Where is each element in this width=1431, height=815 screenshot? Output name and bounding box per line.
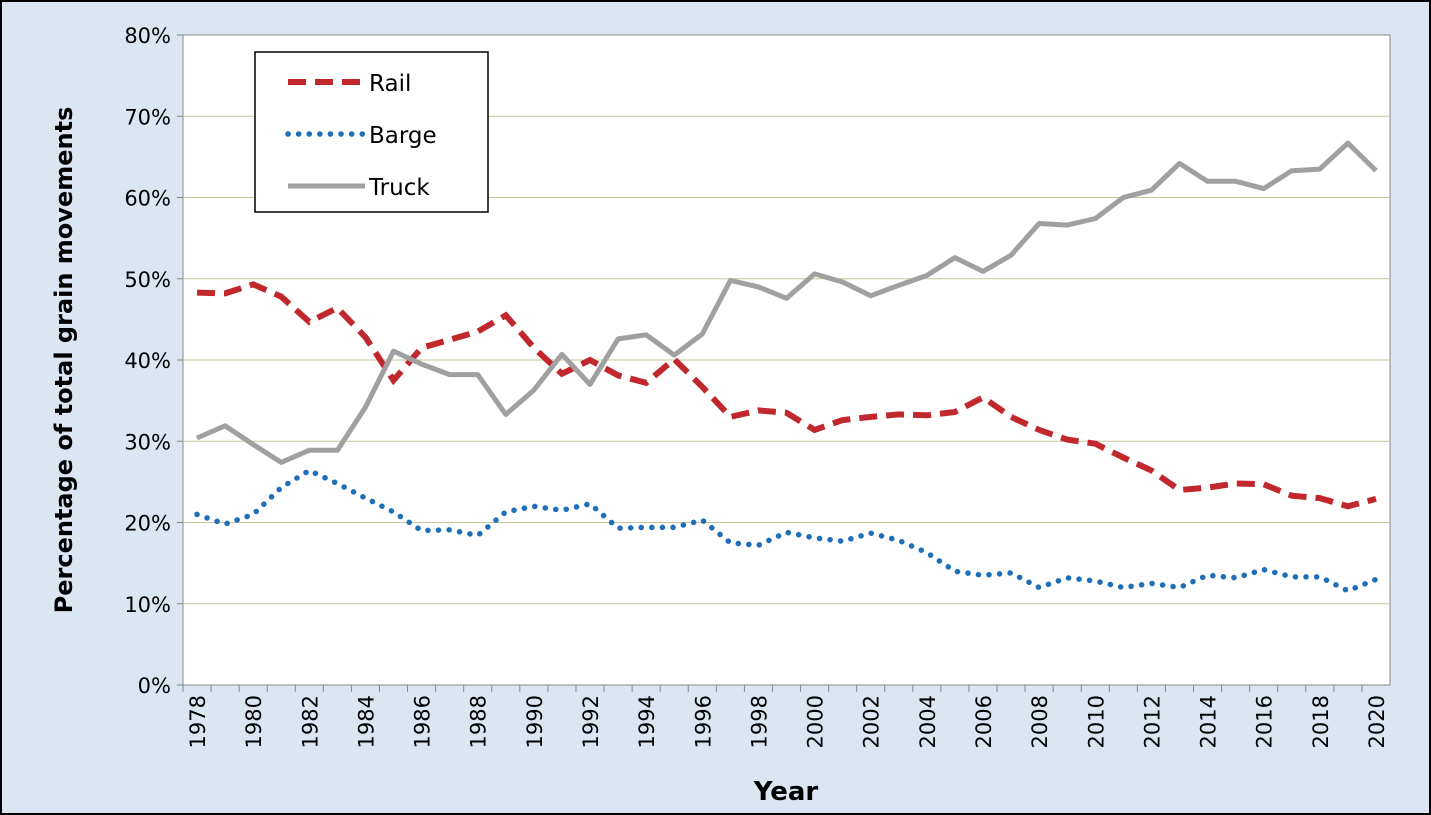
x-tick-label: 1980	[242, 695, 266, 748]
y-tick-label: 10%	[124, 593, 171, 617]
x-tick-label: 2000	[804, 695, 828, 748]
series-line	[194, 467, 1379, 594]
x-tick-label: 2002	[860, 695, 884, 748]
x-tick-label: 1998	[747, 695, 771, 748]
x-tick-label: 1984	[354, 695, 378, 748]
y-tick-label: 20%	[124, 512, 171, 536]
legend-label: Barge	[369, 123, 437, 149]
x-tick-label: 1990	[523, 695, 547, 748]
y-tick-label: 0%	[138, 674, 171, 698]
x-tick-label: 2010	[1084, 695, 1108, 748]
x-tick-label: 1978	[186, 695, 210, 748]
x-tick-label: 2012	[1140, 695, 1164, 748]
x-axis-label: Year	[753, 777, 819, 807]
x-tick-label: 2018	[1309, 695, 1333, 748]
x-tick-label: 1992	[579, 695, 603, 748]
legend-label: Rail	[369, 71, 411, 97]
x-tick-label: 1986	[411, 695, 435, 748]
x-tick-label: 1988	[467, 695, 491, 748]
x-tick-label: 2006	[972, 695, 996, 748]
y-tick-label: 30%	[124, 430, 171, 454]
x-tick-label: 2014	[1197, 695, 1221, 748]
x-tick-label: 1982	[298, 695, 322, 748]
series-line	[196, 281, 1377, 510]
series-line	[196, 140, 1378, 465]
x-tick-label: 1994	[635, 695, 659, 748]
x-tick-label: 2004	[916, 695, 940, 748]
x-tick-label: 2016	[1253, 695, 1277, 748]
x-tick-label: 1996	[691, 695, 715, 748]
x-tick-label: 2020	[1365, 695, 1389, 748]
y-tick-label: 60%	[124, 187, 171, 211]
y-tick-label: 40%	[124, 349, 171, 373]
y-tick-label: 70%	[124, 105, 171, 129]
legend-label: Truck	[368, 175, 430, 201]
y-axis-label: Percentage of total grain movements	[50, 107, 78, 614]
y-tick-label: 80%	[124, 24, 171, 48]
y-tick-label: 50%	[124, 268, 171, 292]
x-tick-label: 2008	[1028, 695, 1052, 748]
